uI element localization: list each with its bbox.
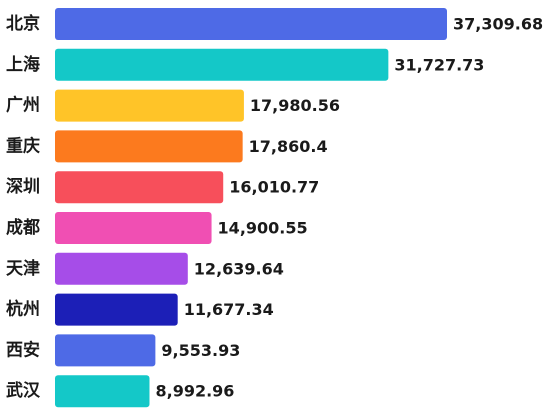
value-label: 9,553.93	[161, 341, 240, 360]
bar	[55, 171, 224, 204]
value-label: 12,639.64	[194, 259, 284, 278]
value-label: 37,309.68	[453, 15, 543, 34]
bar	[55, 8, 447, 40]
bar-group: 北京 37,309.68	[6, 8, 543, 40]
bar	[55, 375, 150, 408]
category-label: 天津	[6, 258, 40, 279]
bar-group: 重庆 17,860.4	[6, 130, 328, 163]
bar-group: 深圳 16,010.77	[6, 171, 319, 204]
category-label: 北京	[6, 13, 40, 34]
bar	[55, 212, 212, 244]
bar-group: 杭州 11,677.34	[6, 293, 274, 326]
category-label: 上海	[6, 54, 40, 75]
bar	[55, 334, 156, 367]
category-label: 杭州	[6, 299, 40, 320]
bar	[55, 130, 243, 163]
bar-group: 天津 12,639.64	[6, 252, 284, 285]
bar	[55, 48, 389, 81]
bar	[55, 293, 178, 326]
category-label: 广州	[6, 95, 40, 116]
value-label: 16,010.77	[229, 178, 319, 197]
category-label: 武汉	[6, 380, 41, 401]
bar	[55, 252, 188, 285]
value-label: 11,677.34	[184, 300, 274, 319]
category-label: 重庆	[6, 135, 40, 156]
bar-group: 西安 9,553.93	[6, 334, 240, 367]
bar-group: 武汉 8,992.96	[6, 375, 234, 408]
bar-group: 上海 31,727.73	[6, 48, 484, 81]
category-label: 成都	[6, 217, 40, 238]
value-label: 8,992.96	[155, 382, 234, 401]
value-label: 14,900.55	[218, 219, 308, 238]
bar-group: 广州 17,980.56	[6, 89, 340, 122]
bar-group: 成都 14,900.55	[6, 212, 308, 244]
value-label: 31,727.73	[394, 55, 484, 74]
category-label: 西安	[6, 339, 40, 360]
value-label: 17,860.4	[249, 137, 328, 156]
category-label: 深圳	[6, 176, 40, 197]
value-label: 17,980.56	[250, 96, 340, 115]
bar	[55, 89, 244, 122]
